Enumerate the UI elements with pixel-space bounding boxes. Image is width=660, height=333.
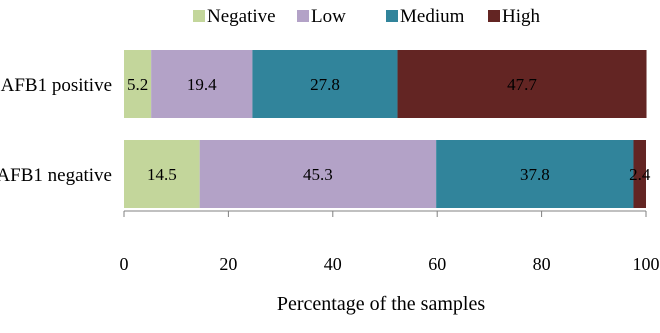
legend-swatch-high <box>488 10 500 22</box>
data-label-low-1: 19.4 <box>187 75 217 94</box>
category-label-2: AFB1 negative <box>0 165 112 186</box>
bar-segment-negative-1 <box>124 50 152 118</box>
x-tick-label-80: 80 <box>533 254 551 274</box>
chart-bars: 5.2 19.4 27.8 47.7 14.5 45.3 37.8 2.4 <box>124 50 651 208</box>
category-labels: AFB1 positive AFB1 negative <box>0 75 112 186</box>
x-tick-label-0: 0 <box>120 254 129 274</box>
bar-segment-high-1 <box>397 50 647 118</box>
x-tick-label-20: 20 <box>219 254 237 274</box>
category-label-1: AFB1 positive <box>1 75 112 96</box>
legend-swatch-negative <box>193 10 205 22</box>
bar-segment-low-1 <box>151 50 253 118</box>
chart-legend: Negative Low Medium High <box>193 6 541 27</box>
legend-swatch-medium <box>386 10 398 22</box>
bar-segment-low-2 <box>199 140 437 208</box>
legend-label-negative: Negative <box>207 6 276 27</box>
x-axis-title: Percentage of the samples <box>277 293 485 315</box>
bar-segment-medium-1 <box>252 50 398 118</box>
x-tick-label-40: 40 <box>324 254 342 274</box>
legend-label-high: High <box>502 6 541 27</box>
data-label-low-2: 45.3 <box>303 165 333 184</box>
x-tick-label-100: 100 <box>633 254 660 274</box>
data-label-negative-2: 14.5 <box>147 165 177 184</box>
x-axis: 0 20 40 60 80 100 <box>120 210 660 274</box>
legend-swatch-low <box>297 10 309 22</box>
data-label-high-2: 2.4 <box>629 165 651 184</box>
data-label-negative-1: 5.2 <box>127 75 148 94</box>
data-label-high-1: 47.7 <box>507 75 537 94</box>
x-tick-label-60: 60 <box>428 254 446 274</box>
bar-segment-high-2 <box>633 140 646 208</box>
legend-label-low: Low <box>311 6 346 27</box>
data-label-medium-1: 27.8 <box>310 75 340 94</box>
bar-segment-negative-2 <box>124 140 200 208</box>
legend-label-medium: Medium <box>400 6 465 27</box>
data-label-medium-2: 37.8 <box>520 165 550 184</box>
bar-segment-medium-2 <box>436 140 634 208</box>
